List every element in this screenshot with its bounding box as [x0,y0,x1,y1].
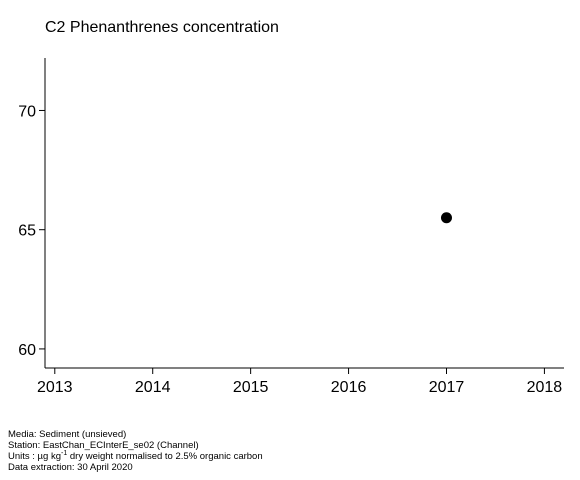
x-tick-label: 2013 [37,379,73,396]
footer-extraction: Data extraction: 30 April 2020 [8,462,133,473]
y-tick-label: 70 [18,103,36,120]
footer-units-prefix: Units : µg kg [8,451,61,462]
x-tick-label: 2018 [527,379,563,396]
x-tick-label: 2016 [331,379,367,396]
x-tick-label: 2014 [135,379,171,396]
data-points [440,212,452,224]
footer-station: Station: EastChan_ECInterE_se02 (Channel… [8,440,199,451]
footer-units: Units : µg kg-1 dry weight normalised to… [8,449,263,462]
x-tick-label: 2017 [429,379,465,396]
chart-title: C2 Phenanthrenes concentration [45,19,279,36]
y-tick-label: 60 [18,342,36,359]
footer-media: Media: Sediment (unsieved) [8,429,127,440]
y-tick-label: 65 [18,223,36,240]
data-point [440,212,452,224]
chart-plot-area: 60 65 70 2013 2014 2015 2016 2017 2018 [18,58,564,396]
y-ticks: 60 65 70 [18,103,45,359]
x-ticks: 2013 2014 2015 2016 2017 2018 [37,368,562,396]
x-tick-label: 2015 [233,379,269,396]
footer-units-suffix: dry weight normalised to 2.5% organic ca… [67,451,263,462]
footer-units-sup: -1 [61,449,68,457]
footer-notes: Media: Sediment (unsieved) Station: East… [8,429,263,473]
